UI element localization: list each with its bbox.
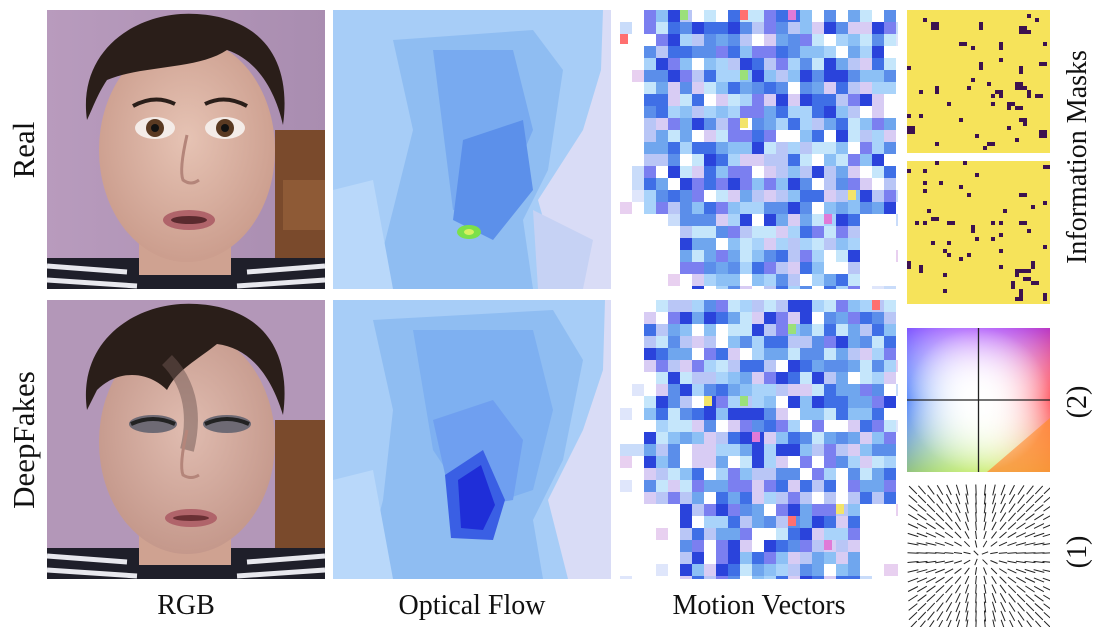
color-wheel-label: (2) — [1062, 385, 1093, 419]
motion-vectors-real-image — [620, 10, 898, 289]
row-label-deepfakes: DeepFakes — [6, 371, 41, 509]
rgb-deepfakes-image — [47, 300, 325, 579]
optical-flow-deepfakes-image — [333, 300, 611, 579]
face-photo-icon — [47, 10, 325, 289]
column-label-motion-vectors: Motion Vectors — [672, 590, 846, 621]
color-wheel-icon — [907, 328, 1050, 472]
motion-vector-map-icon — [620, 10, 898, 289]
face-photo-icon — [47, 300, 325, 579]
row-label-real: Real — [6, 121, 41, 179]
information-mask-top — [907, 10, 1050, 153]
flow-color-wheel — [907, 328, 1050, 472]
motion-arrow-field — [907, 484, 1050, 627]
information-masks-label: Information Masks — [1062, 50, 1093, 264]
rgb-real-image — [47, 10, 325, 289]
motion-vectors-deepfakes-image — [620, 300, 898, 579]
optical-flow-map-icon — [333, 10, 611, 289]
optical-flow-map-icon — [333, 300, 611, 579]
mask-map-icon — [907, 161, 1050, 304]
arrow-field-icon — [907, 484, 1050, 627]
mask-map-icon — [907, 10, 1050, 153]
column-label-rgb: RGB — [157, 590, 215, 621]
optical-flow-real-image — [333, 10, 611, 289]
column-label-optical-flow: Optical Flow — [398, 590, 546, 621]
vector-field-label: (1) — [1062, 535, 1093, 569]
motion-vector-map-icon — [620, 300, 898, 579]
information-mask-bottom — [907, 161, 1050, 304]
